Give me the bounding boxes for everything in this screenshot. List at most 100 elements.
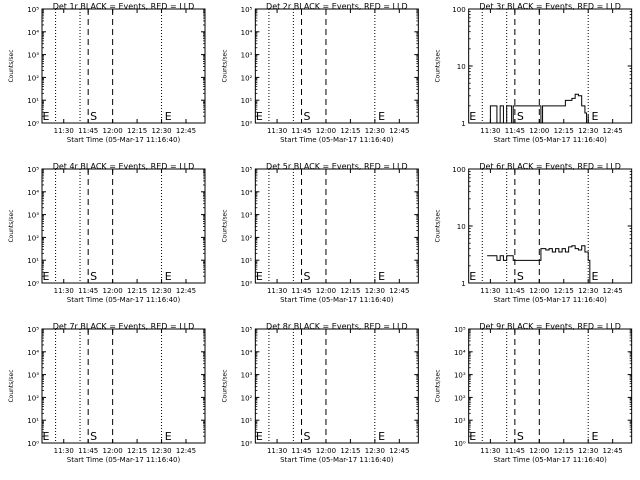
y-axis-label: Counts/sec [221,209,228,242]
start-marker: S [90,110,97,123]
events-series [487,245,591,283]
x-tick-label: 12:15 [127,127,147,135]
end-marker: E [165,270,172,283]
end-marker: E [43,110,50,123]
x-tick-label: 12:00 [103,447,123,455]
chart-title: Det 1r BLACK = Events, RED = LLD [53,2,195,11]
y-tick-label: 10⁴ [241,189,253,197]
x-tick-label: 12:15 [340,127,360,135]
chart-title: Det 4r BLACK = Events, RED = LLD [53,162,195,171]
x-tick-label: 12:00 [103,127,123,135]
y-tick-label: 100 [452,166,465,174]
x-tick-label: 12:45 [603,287,623,295]
y-axis-label: Counts/sec [435,369,442,402]
plot-frame [254,8,419,124]
x-tick-label: 12:15 [554,287,574,295]
start-marker: S [304,110,311,123]
y-tick-label: 10¹ [241,97,253,105]
y-tick-label: 1 [461,280,465,288]
y-axis-label: Counts/sec [8,209,15,242]
chart-panel-3: Det 3r BLACK = Events, RED = LLD 1 10 100 11… [435,2,633,144]
start-marker: S [517,110,524,123]
y-tick-label: 10² [27,74,39,82]
y-tick-label: 10⁵ [27,166,39,174]
x-tick-label: 12:30 [151,447,171,455]
y-tick-label: 10¹ [454,417,466,425]
x-tick-label: 12:00 [316,447,336,455]
y-tick-label: 10² [27,394,39,402]
y-tick-label: 10 [457,63,466,71]
y-tick-label: 10⁴ [27,29,39,37]
x-tick-label: 11:30 [480,127,500,135]
y-tick-label: 10⁴ [27,189,39,197]
x-tick-label: 12:30 [578,127,598,135]
x-tick-label: 12:30 [578,447,598,455]
chart-title: Det 9r BLACK = Events, RED = LLD [479,322,621,331]
chart-title: Det 3r BLACK = Events, RED = LLD [479,2,621,11]
y-axis-label: Counts/sec [221,369,228,402]
start-marker: S [517,430,524,443]
y-tick-label: 10 [457,223,466,231]
end-marker: E [256,110,263,123]
x-tick-label: 11:30 [54,287,74,295]
y-tick-label: 10¹ [241,417,253,425]
y-tick-label: 10³ [27,372,39,380]
x-tick-label: 11:30 [54,127,74,135]
end-marker: E [591,270,598,283]
x-tick-label: 11:30 [267,287,287,295]
x-axis-label: Start Time (05-Mar-17 11:16:40) [67,136,181,144]
y-tick-label: 10⁴ [454,349,466,357]
x-tick-label: 11:45 [291,287,311,295]
y-axis-label: Counts/sec [8,369,15,402]
x-tick-label: 12:45 [176,287,196,295]
y-tick-label: 100 [452,6,465,14]
plot-frame [468,168,633,284]
x-tick-label: 12:30 [365,287,385,295]
end-marker: E [469,270,476,283]
y-tick-label: 10² [27,234,39,242]
x-tick-label: 12:30 [578,287,598,295]
y-tick-label: 10⁵ [27,6,39,14]
end-marker: E [378,110,385,123]
chart-panel-1: Det 1r BLACK = Events, RED = LLD 10⁰ 10¹ 10… [8,2,206,144]
end-marker: E [43,430,50,443]
y-tick-label: 10⁴ [27,349,39,357]
x-tick-label: 11:45 [78,447,98,455]
chart-title: Det 7r BLACK = Events, RED = LLD [53,322,195,331]
y-tick-label: 10⁵ [454,326,466,334]
x-tick-label: 12:15 [340,447,360,455]
chart-panel-2: Det 2r BLACK = Events, RED = LLD 10⁰ 10¹ 10… [221,2,419,144]
x-tick-label: 12:45 [176,127,196,135]
y-tick-label: 10¹ [241,257,253,265]
x-tick-label: 11:30 [480,287,500,295]
y-tick-label: 10² [241,394,253,402]
end-marker: E [43,270,50,283]
y-tick-label: 10⁰ [241,440,253,448]
x-tick-label: 11:45 [291,127,311,135]
y-tick-label: 10² [241,234,253,242]
y-tick-label: 10⁴ [241,29,253,37]
plot-frame [41,8,206,124]
x-axis-label: Start Time (05-Mar-17 11:16:40) [493,456,607,464]
chart-title: Det 5r BLACK = Events, RED = LLD [266,162,408,171]
end-marker: E [591,430,598,443]
y-axis-label: Counts/sec [8,49,15,82]
chart-panel-8: Det 8r BLACK = Events, RED = LLD 10⁰ 10¹ 10… [221,322,419,464]
chart-panel-5: Det 5r BLACK = Events, RED = LLD 10⁰ 10¹ 10… [221,162,419,304]
x-tick-label: 11:45 [505,447,525,455]
x-tick-label: 12:00 [529,287,549,295]
x-tick-label: 11:45 [291,447,311,455]
end-marker: E [469,430,476,443]
x-axis-label: Start Time (05-Mar-17 11:16:40) [67,456,181,464]
x-tick-label: 12:45 [603,127,623,135]
y-axis-label: Counts/sec [435,209,442,242]
x-axis-label: Start Time (05-Mar-17 11:16:40) [493,296,607,304]
y-tick-label: 10¹ [27,417,39,425]
plot-frame [41,168,206,284]
x-tick-label: 12:45 [603,447,623,455]
x-tick-label: 12:45 [176,447,196,455]
y-tick-label: 10¹ [27,97,39,105]
y-tick-label: 10³ [27,52,39,60]
x-tick-label: 12:15 [127,447,147,455]
start-marker: S [90,430,97,443]
